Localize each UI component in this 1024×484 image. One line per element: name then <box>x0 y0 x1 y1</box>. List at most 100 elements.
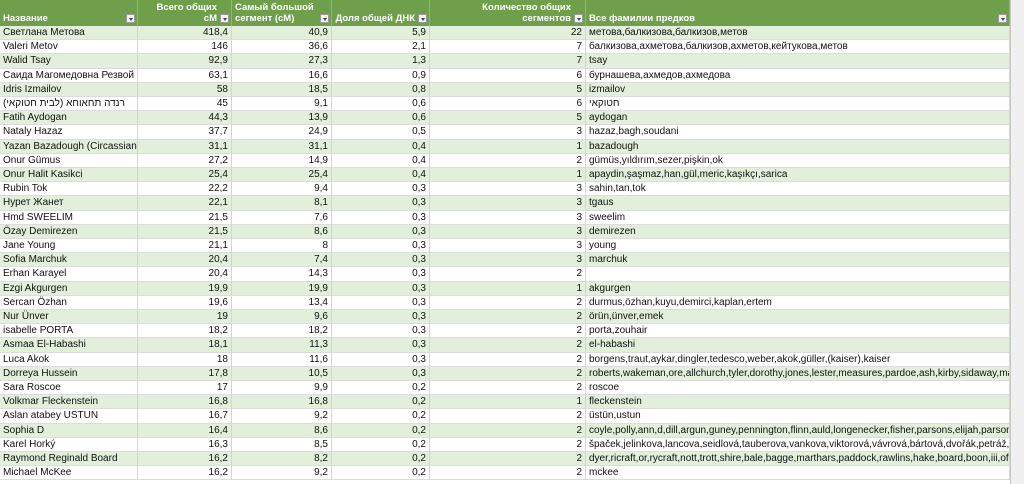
cell-segment-count-text: 5 <box>576 83 582 95</box>
cell-segment-count-text: 6 <box>576 69 582 81</box>
cell-ancestor-surnames-text: el-habashi <box>589 339 636 351</box>
cell-dna-share: 0,3 <box>332 182 430 197</box>
cell-name-text: Erhan Karayel <box>3 268 67 280</box>
cell-ancestor-surnames-text: izmailov <box>589 83 626 95</box>
cell-total-cm: 37,7 <box>138 125 232 140</box>
header-largest-segment-text: Самый большой сегмент (сМ) <box>235 2 314 24</box>
cell-dna-share-text: 0,3 <box>412 211 426 223</box>
cell-dna-share-text: 1,3 <box>412 55 426 67</box>
cell-name-text: Raymond Reginald Board <box>3 453 118 464</box>
cell-segment-count-text: 2 <box>576 410 582 422</box>
cell-name-text: Onur Gümus <box>3 154 61 166</box>
cell-total-cm: 44,3 <box>138 111 232 126</box>
cell-ancestor-surnames-text: aydogan <box>589 112 628 124</box>
cell-largest-segment: 10,5 <box>232 366 332 381</box>
cell-dna-share: 0,3 <box>332 324 430 339</box>
cell-segment-count-text: 2 <box>576 296 582 308</box>
cell-segment-count: 2 <box>430 310 586 325</box>
filter-button[interactable] <box>320 14 329 23</box>
cell-dna-share: 0,2 <box>332 466 430 481</box>
cell-segment-count-text: 2 <box>576 367 582 379</box>
cell-dna-share-text: 0,3 <box>412 339 426 351</box>
cell-ancestor-surnames-text: apaydin,şaşmaz,han,gül,meric,kaşıkçı,sar… <box>589 169 788 180</box>
cell-dna-share: 0,3 <box>332 366 430 381</box>
cell-total-cm: 17 <box>138 381 232 396</box>
cell-segment-count: 2 <box>430 366 586 381</box>
header-segment-count-text: Количество общих сегментов <box>482 2 571 24</box>
cell-dna-share: 0,2 <box>332 423 430 438</box>
cell-total-cm-text: 92,9 <box>208 55 228 67</box>
filter-button[interactable] <box>998 14 1007 23</box>
cell-segment-count-text: 5 <box>576 112 582 124</box>
cell-name: Luca Akok <box>0 352 138 367</box>
cell-ancestor-surnames: балкизова,ахметова,балкизов,ахметов,кейт… <box>586 40 1010 55</box>
cell-total-cm-text: 20,4 <box>208 254 228 266</box>
cell-ancestor-surnames-text: dyer,ricraft,or,rycraft,nott,trott,shire… <box>589 453 1010 464</box>
cell-dna-share: 0,5 <box>332 125 430 140</box>
cell-dna-share: 0,3 <box>332 352 430 367</box>
cell-dna-share: 1,3 <box>332 54 430 69</box>
filter-button[interactable] <box>126 14 135 23</box>
header-segment-count: Количество общих сегментов <box>430 0 586 26</box>
cell-name-text: Özay Demirezen <box>3 225 78 237</box>
cell-largest-segment-text: 9,6 <box>314 311 328 322</box>
cell-ancestor-surnames: fleckenstein <box>586 395 1010 410</box>
cell-total-cm-text: 16,3 <box>208 438 228 450</box>
cell-ancestor-surnames: marchuk <box>586 253 1010 268</box>
cell-ancestor-surnames-text: špaček,jelinkova,lancova,seidlová,tauber… <box>589 438 1010 450</box>
cell-name-text: Hmd SWEELIM <box>3 211 74 223</box>
cell-segment-count-text: 2 <box>576 424 582 436</box>
cell-ancestor-surnames: dyer,ricraft,or,rycraft,nott,trott,shire… <box>586 452 1010 467</box>
cell-name-text: Aslan atabey USTUN <box>3 410 99 422</box>
cell-ancestor-surnames: apaydin,şaşmaz,han,gül,meric,kaşıkçı,sar… <box>586 168 1010 183</box>
cell-segment-count: 3 <box>430 125 586 140</box>
cell-segment-count-text: 2 <box>576 438 582 450</box>
cell-segment-count-text: 6 <box>576 98 582 109</box>
cell-total-cm: 58 <box>138 82 232 97</box>
cell-largest-segment: 27,3 <box>232 54 332 69</box>
filter-button[interactable] <box>220 14 229 23</box>
cell-name: Светлана Метова <box>0 26 138 41</box>
cell-ancestor-surnames: el-habashi <box>586 338 1010 353</box>
cell-largest-segment-text: 9,9 <box>314 382 328 393</box>
cell-segment-count: 6 <box>430 97 586 112</box>
cell-ancestor-surnames-text: бурнашева,ахмедов,ахмедова <box>589 69 731 81</box>
filter-button[interactable] <box>418 14 427 23</box>
cell-name-text: Jane Young <box>3 240 56 251</box>
cell-segment-count: 2 <box>430 466 586 481</box>
cell-largest-segment: 9,2 <box>232 466 332 481</box>
cell-name-text: Michael McKee <box>3 467 72 479</box>
cell-ancestor-surnames: hazaz,bagh,soudani <box>586 125 1010 140</box>
cell-largest-segment: 9,2 <box>232 409 332 424</box>
cell-ancestor-surnames-text: borgens,traut,aykar,dingler,tedesco,webe… <box>589 353 891 365</box>
cell-ancestor-surnames-text: балкизова,ахметова,балкизов,ахметов,кейт… <box>589 41 848 53</box>
cell-dna-share: 0,6 <box>332 111 430 126</box>
filter-button[interactable] <box>574 14 583 23</box>
cell-name: Sophia D <box>0 423 138 438</box>
cell-name: Нурет Жанет <box>0 196 138 211</box>
cell-largest-segment-text: 8,6 <box>314 225 328 237</box>
cell-ancestor-surnames: бурнашева,ахмедов,ахмедова <box>586 68 1010 83</box>
cell-ancestor-surnames: метова,балкизова,балкизов,метов <box>586 26 1010 41</box>
cell-total-cm-text: 25,4 <box>208 169 228 180</box>
cell-name: Özay Demirezen <box>0 224 138 239</box>
cell-ancestor-surnames-text: חטוקאי <box>589 98 620 109</box>
cell-largest-segment: 7,4 <box>232 253 332 268</box>
cell-dna-share-text: 0,2 <box>412 438 426 450</box>
cell-dna-share-text: 0,2 <box>412 424 426 436</box>
cell-largest-segment: 25,4 <box>232 168 332 183</box>
cell-largest-segment: 14,9 <box>232 153 332 168</box>
cell-name: Asmaa El-Habashi <box>0 338 138 353</box>
cell-dna-share-text: 0,3 <box>412 254 426 266</box>
cell-total-cm: 146 <box>138 40 232 55</box>
cell-name: Sofia Marchuk <box>0 253 138 268</box>
cell-largest-segment-text: 36,6 <box>308 41 328 53</box>
cell-largest-segment-text: 25,4 <box>308 169 328 180</box>
cell-name: Саида Магомедовна Резвой <box>0 68 138 83</box>
cell-largest-segment-text: 8,5 <box>314 438 328 450</box>
cell-largest-segment: 19,9 <box>232 281 332 296</box>
cell-segment-count-text: 1 <box>576 169 582 180</box>
cell-segment-count: 7 <box>430 40 586 55</box>
cell-segment-count: 6 <box>430 68 586 83</box>
